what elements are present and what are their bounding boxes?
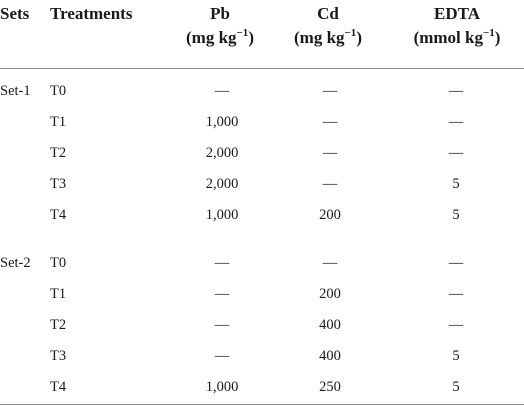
header-cd-name: Cd [317,4,339,23]
header-pb-name: Pb [210,4,230,23]
cd-cell: — [322,83,338,99]
treatment-cell: T4 [50,207,67,223]
treatment-cell: T1 [50,286,67,302]
header-edta-unit: (mmol kg−1) [413,27,501,48]
pb-cell: — [214,286,230,302]
header-cd-unit: (mg kg−1) [294,27,362,48]
cd-cell: 200 [319,207,341,223]
pb-cell: 2,000 [205,145,239,161]
header-rule [0,68,524,69]
header-pb: Pb (mg kg−1) [160,2,280,50]
pb-cell: — [214,255,230,271]
pb-cell: 1,000 [205,379,239,395]
cd-cell: — [322,176,338,192]
edta-cell: 5 [452,348,460,364]
header-treatments: Treatments [50,4,133,23]
pb-cell: 2,000 [205,176,239,192]
pb-cell: — [214,83,230,99]
header-edta-name: EDTA [434,4,480,23]
cd-cell: 200 [319,286,341,302]
edta-cell: — [448,317,464,333]
set-label: Set-2 [0,255,31,271]
treatment-cell: T0 [50,83,67,99]
pb-cell: — [214,317,230,333]
edta-cell: — [448,83,464,99]
cd-cell: 400 [319,348,341,364]
set-label: Set-1 [0,83,31,99]
cd-cell: 400 [319,317,341,333]
pb-cell: — [214,348,230,364]
footer-rule [0,404,524,405]
treatment-cell: T4 [50,379,67,395]
edta-cell: — [448,114,464,130]
edta-cell: — [448,145,464,161]
header-edta: EDTA (mmol kg−1) [390,2,524,50]
header-cd: Cd (mg kg−1) [268,2,388,50]
edta-cell: — [448,286,464,302]
cd-cell: — [322,255,338,271]
cd-cell: 250 [319,379,341,395]
treatment-cell: T3 [50,348,67,364]
treatment-cell: T2 [50,317,67,333]
edta-cell: 5 [452,207,460,223]
treatment-cell: T3 [50,176,67,192]
header-sets: Sets [0,4,30,23]
edta-cell: 5 [452,379,460,395]
edta-cell: — [448,255,464,271]
edta-cell: 5 [452,176,460,192]
cd-cell: — [322,145,338,161]
pb-cell: 1,000 [205,114,239,130]
treatment-cell: T2 [50,145,67,161]
pb-cell: 1,000 [205,207,239,223]
header-pb-unit: (mg kg−1) [186,27,254,48]
cd-cell: — [322,114,338,130]
treatment-cell: T1 [50,114,67,130]
treatment-cell: T0 [50,255,67,271]
